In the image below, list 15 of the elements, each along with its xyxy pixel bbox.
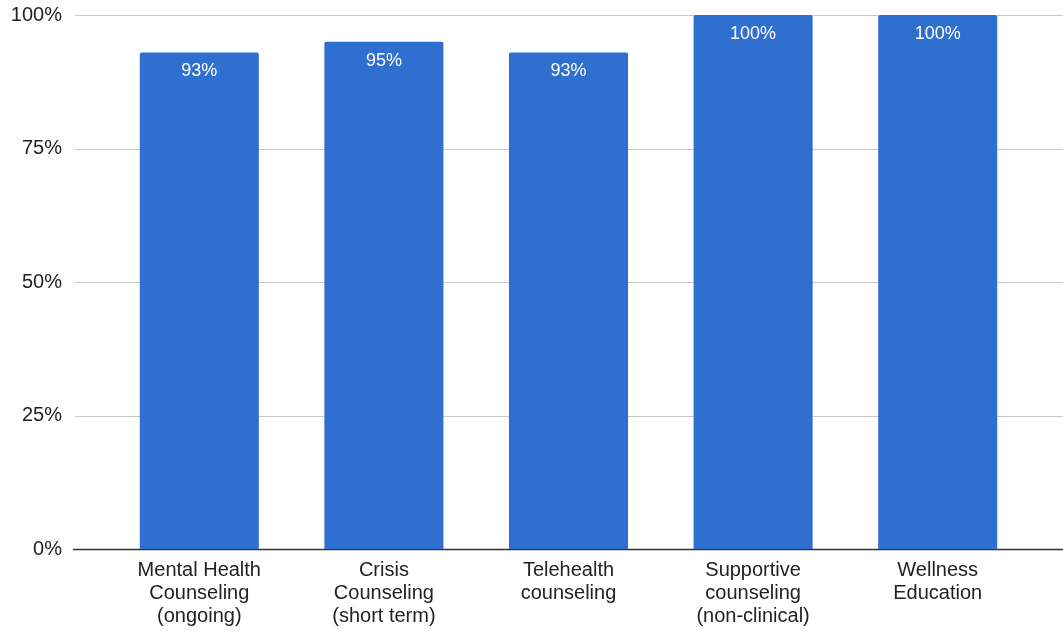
y-tick-label: 100% <box>10 2 63 25</box>
data-label: 100% <box>730 22 777 43</box>
y-tick-label: 0% <box>33 536 63 559</box>
x-tick-label: Telehealth counseling <box>520 558 617 604</box>
y-tick-label: 75% <box>21 136 63 159</box>
x-tick-label: Mental Health Counseling (ongoing) <box>137 558 261 627</box>
x-tick-label: Crisis Counseling (short term) <box>332 558 436 627</box>
data-label: 95% <box>365 49 402 70</box>
data-label: 93% <box>550 60 587 81</box>
data-label: 93% <box>181 60 218 81</box>
y-tick-label: 25% <box>21 403 63 426</box>
data-label: 100% <box>914 22 961 43</box>
x-tick-label: Supportive counseling (non-clinical) <box>696 558 810 627</box>
x-tick-label: Wellness Education <box>893 558 983 604</box>
y-tick-label: 50% <box>21 269 63 292</box>
